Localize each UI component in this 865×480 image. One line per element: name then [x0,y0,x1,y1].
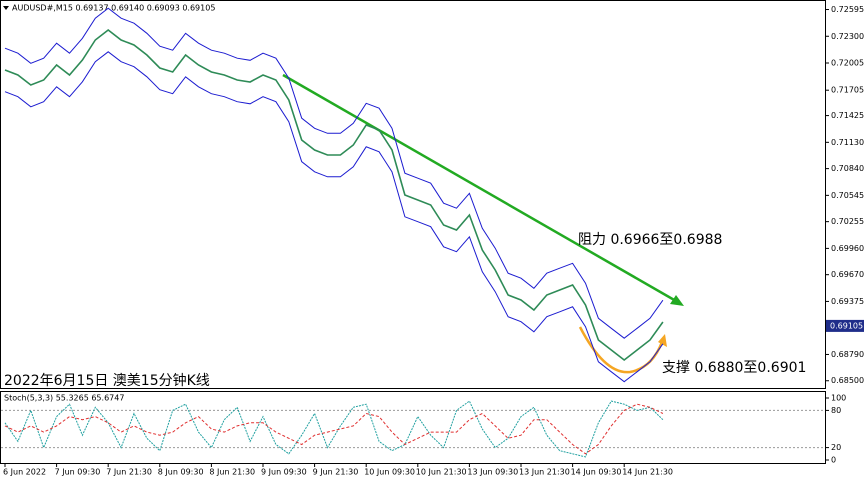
x-tick-label: 14 Jun 21:30 [622,468,673,477]
x-tick-label: 7 Jun 21:30 [106,468,152,477]
y-tick-label: 80 [831,406,841,415]
resistance-trendline [282,73,677,303]
support-label: 支撑 0.6880至0.6901 [662,360,806,376]
current-price-box [826,319,864,332]
series-line [4,403,664,455]
series-line [4,7,664,339]
y-tick-label: 0.69670 [831,270,864,279]
x-tick-label: 10 Jun 21:30 [416,468,467,477]
x-tick-label: 6 Jun 2022 [3,468,46,477]
resistance-label: 阻力 0.6966至0.6988 [578,232,722,248]
x-tick-label: 9 Jun 21:30 [313,468,359,477]
y-tick-label: 0.70545 [831,191,864,200]
y-tick-label: 0.72300 [831,32,864,41]
stoch-frame [0,391,826,464]
x-tick-label: 8 Jun 09:30 [158,468,204,477]
y-tick-label: 0.69960 [831,244,864,253]
series-line [4,51,664,383]
y-tick-label: 0.71705 [831,86,864,95]
date-label: 2022年6月15日 澳美15分钟K线 [4,372,210,389]
series-line [4,28,664,362]
x-tick-label: 14 Jun 09:30 [571,468,622,477]
series-line [4,400,664,458]
y-tick-label: 20 [831,443,841,452]
stoch-title: Stoch(5,3,3) 55.3265 65.6747 [4,394,124,403]
trendline-arrowhead [670,295,684,306]
x-tick-label: 7 Jun 09:30 [55,468,101,477]
x-tick-label: 13 Jun 09:30 [467,468,518,477]
y-tick-label: 0.70840 [831,164,864,173]
y-tick-label: 0.68790 [831,350,864,359]
main-frame [0,0,826,389]
y-tick-label: 0.71130 [831,138,864,147]
support-arrowhead [658,334,667,347]
y-tick-label: 0.71425 [831,111,864,120]
menu-icon[interactable] [3,6,9,10]
x-tick-label: 13 Jun 21:30 [519,468,570,477]
y-tick-label: 100 [831,394,846,403]
y-tick-label: 0.70255 [831,217,864,226]
y-tick-label: 0.72005 [831,59,864,68]
y-tick-label: 0.72595 [831,5,864,14]
current-price-label: 0.69105 [830,321,863,330]
chart-title: AUDUSD#,M15 0.69137 0.69140 0.69093 0.69… [12,4,215,13]
x-tick-label: 9 Jun 09:30 [261,468,307,477]
x-tick-label: 10 Jun 09:30 [364,468,415,477]
y-tick-label: 0.69375 [831,297,864,306]
y-tick-label: 0 [831,456,836,465]
x-tick-label: 8 Jun 21:30 [209,468,255,477]
y-tick-label: 0.68500 [831,376,864,385]
